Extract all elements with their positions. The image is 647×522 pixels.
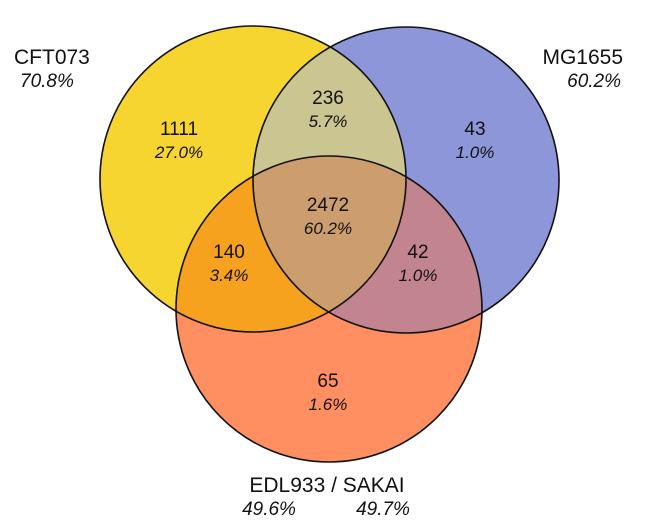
count-cft073-only: 1111	[160, 119, 198, 140]
set-label-edl933: EDL933 / SAKAI	[249, 474, 404, 497]
count-mg1655-edl933: 42	[407, 242, 428, 263]
set-percent-edl933-b: 49.7%	[356, 499, 410, 520]
count-cft073-mg1655: 236	[312, 88, 344, 109]
set-percent-mg1655: 60.2%	[567, 71, 621, 92]
set-percent-cft073: 70.8%	[20, 71, 74, 92]
set-label-cft073: CFT073	[14, 46, 90, 69]
set-percent-edl933-a: 49.6%	[242, 499, 296, 520]
outline-cft073	[99, 25, 407, 333]
outline-edl933	[175, 155, 483, 463]
count-mg1655-only: 43	[464, 119, 485, 140]
count-edl933-only: 65	[317, 371, 338, 392]
percent-mg1655-edl933: 1.0%	[399, 266, 438, 285]
percent-cft073-mg1655: 5.7%	[309, 112, 348, 131]
percent-edl933-only: 1.6%	[309, 395, 348, 414]
set-label-mg1655: MG1655	[542, 46, 623, 69]
count-cft073-edl933: 140	[213, 242, 245, 263]
percent-cft073-edl933: 3.4%	[210, 266, 249, 285]
count-all-three: 2472	[307, 195, 349, 216]
percent-mg1655-only: 1.0%	[456, 143, 495, 162]
percent-all-three: 60.2%	[304, 219, 352, 238]
percent-cft073-only: 27.0%	[154, 143, 203, 162]
outline-mg1655	[252, 26, 560, 334]
